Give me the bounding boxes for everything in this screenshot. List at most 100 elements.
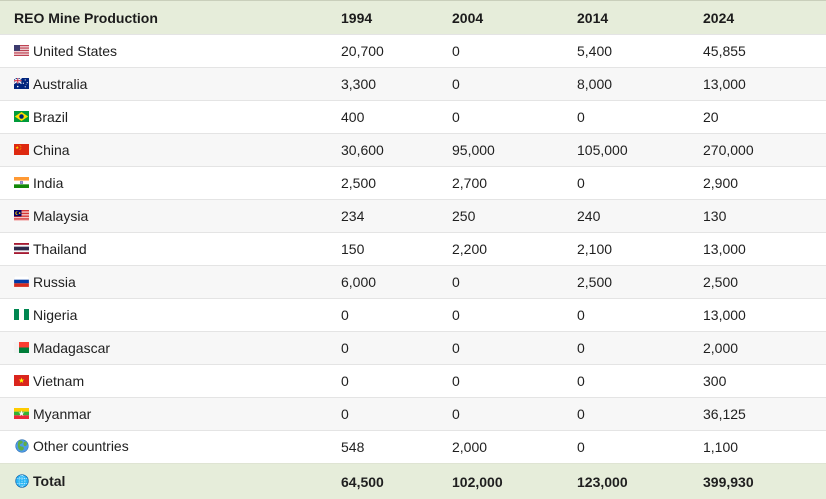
year-header-2014: 2014 [577, 9, 609, 26]
value-2014: 2,100 [577, 241, 613, 257]
value-2024: 20 [703, 109, 719, 125]
malaysia-flag-icon [14, 210, 29, 222]
us-flag-icon [14, 45, 29, 57]
madagascar-flag-icon [14, 342, 29, 354]
table-row-nigeria: Nigeria 0 0 0 13,000 [0, 298, 826, 332]
country-cell: Russia [0, 266, 341, 299]
value-1994: 234 [341, 208, 365, 224]
value-2024: 2,000 [703, 340, 739, 356]
table-row-united-states: United States 20,700 0 5,400 45,855 [0, 34, 826, 68]
value-1994: 0 [341, 373, 349, 389]
country-cell: India [0, 167, 341, 200]
value-2014: 105,000 [577, 142, 628, 158]
total-row: Total 64,500 102,000 123,000 399,930 [0, 463, 826, 499]
value-2014: 0 [577, 373, 585, 389]
value-2024: 13,000 [703, 76, 746, 92]
value-2004: 0 [452, 43, 460, 59]
value-2014: 0 [577, 175, 585, 191]
table-row-madagascar: Madagascar 0 0 0 2,000 [0, 331, 826, 365]
value-2004: 0 [452, 76, 460, 92]
value-1994: 20,700 [341, 43, 384, 59]
country-cell: Brazil [0, 101, 341, 134]
country-cell: Thailand [0, 233, 341, 266]
header-row: REO Mine Production 1994 2004 2014 2024 [0, 0, 826, 35]
country-label: Other countries [33, 438, 129, 454]
year-header-1994: 1994 [341, 9, 373, 26]
value-2004: 0 [452, 406, 460, 422]
value-2004: 0 [452, 307, 460, 323]
country-cell: Myanmar [0, 398, 341, 431]
total-2014: 123,000 [577, 473, 628, 490]
globe-meridians-icon [14, 474, 29, 488]
country-label: Nigeria [33, 306, 78, 323]
total-1994: 64,500 [341, 473, 384, 490]
value-1994: 0 [341, 406, 349, 422]
value-2004: 2,200 [452, 241, 488, 257]
table-row-malaysia: Malaysia 234 250 240 130 [0, 199, 826, 233]
country-cell: Australia [0, 68, 341, 101]
value-1994: 0 [341, 307, 349, 323]
country-label: India [33, 174, 64, 191]
table-row-myanmar: Myanmar 0 0 0 36,125 [0, 397, 826, 431]
value-2024: 13,000 [703, 241, 746, 257]
country-label: Madagascar [33, 339, 111, 356]
value-2024: 1,100 [703, 439, 739, 455]
value-2004: 2,700 [452, 175, 488, 191]
value-2004: 0 [452, 109, 460, 125]
table-row-other-countries: Other countries 548 2,000 0 1,100 [0, 430, 826, 464]
value-1994: 150 [341, 241, 365, 257]
value-1994: 6,000 [341, 274, 377, 290]
china-flag-icon [14, 144, 29, 156]
country-label: Brazil [33, 108, 69, 125]
value-1994: 400 [341, 109, 365, 125]
value-2014: 5,400 [577, 43, 613, 59]
table-row-brazil: Brazil 400 0 0 20 [0, 100, 826, 134]
total-2004: 102,000 [452, 473, 503, 490]
value-2024: 300 [703, 373, 727, 389]
total-2024: 399,930 [703, 473, 754, 490]
country-cell: Vietnam [0, 365, 341, 398]
value-2024: 45,855 [703, 43, 746, 59]
country-label: Vietnam [33, 372, 85, 389]
globe-earth-icon [14, 439, 29, 453]
table-row-india: India 2,500 2,700 0 2,900 [0, 166, 826, 200]
value-2014: 0 [577, 307, 585, 323]
country-label: China [33, 141, 70, 158]
value-2014: 2,500 [577, 274, 613, 290]
country-cell: Malaysia [0, 200, 341, 233]
australia-flag-icon [14, 78, 29, 90]
table-row-vietnam: Vietnam 0 0 0 300 [0, 364, 826, 398]
thailand-flag-icon [14, 243, 29, 255]
country-label: Thailand [33, 240, 87, 257]
country-label: Australia [33, 75, 88, 92]
table-row-china: China 30,600 95,000 105,000 270,000 [0, 133, 826, 167]
value-2014: 8,000 [577, 76, 613, 92]
value-1994: 30,600 [341, 142, 384, 158]
value-2024: 36,125 [703, 406, 746, 422]
value-2014: 0 [577, 109, 585, 125]
myanmar-flag-icon [14, 408, 29, 420]
value-2024: 2,900 [703, 175, 739, 191]
value-2004: 2,000 [452, 439, 488, 455]
value-2004: 250 [452, 208, 476, 224]
country-label: Myanmar [33, 405, 92, 422]
value-2014: 0 [577, 439, 585, 455]
value-2004: 0 [452, 340, 460, 356]
value-1994: 3,300 [341, 76, 377, 92]
value-2014: 240 [577, 208, 601, 224]
country-cell: Other countries [0, 431, 341, 464]
table-row-australia: Australia 3,300 0 8,000 13,000 [0, 67, 826, 101]
russia-flag-icon [14, 276, 29, 288]
value-2014: 0 [577, 406, 585, 422]
total-cell: Total [0, 464, 341, 499]
value-2024: 13,000 [703, 307, 746, 323]
india-flag-icon [14, 177, 29, 189]
country-label: Malaysia [33, 207, 89, 224]
nigeria-flag-icon [14, 309, 29, 321]
table-row-russia: Russia 6,000 0 2,500 2,500 [0, 265, 826, 299]
value-2014: 0 [577, 340, 585, 356]
country-cell: China [0, 134, 341, 167]
year-header-2024: 2024 [703, 9, 735, 26]
value-2004: 0 [452, 373, 460, 389]
